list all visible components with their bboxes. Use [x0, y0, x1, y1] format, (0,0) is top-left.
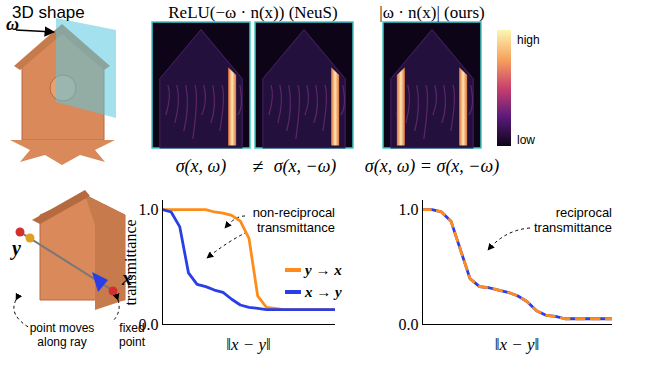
svg-text:1.0: 1.0: [399, 201, 419, 218]
svg-text:transmittance: transmittance: [122, 219, 139, 305]
svg-text:0.0: 0.0: [399, 316, 419, 333]
svg-text:1.0: 1.0: [139, 201, 159, 218]
svg-text:0.0: 0.0: [139, 316, 159, 333]
